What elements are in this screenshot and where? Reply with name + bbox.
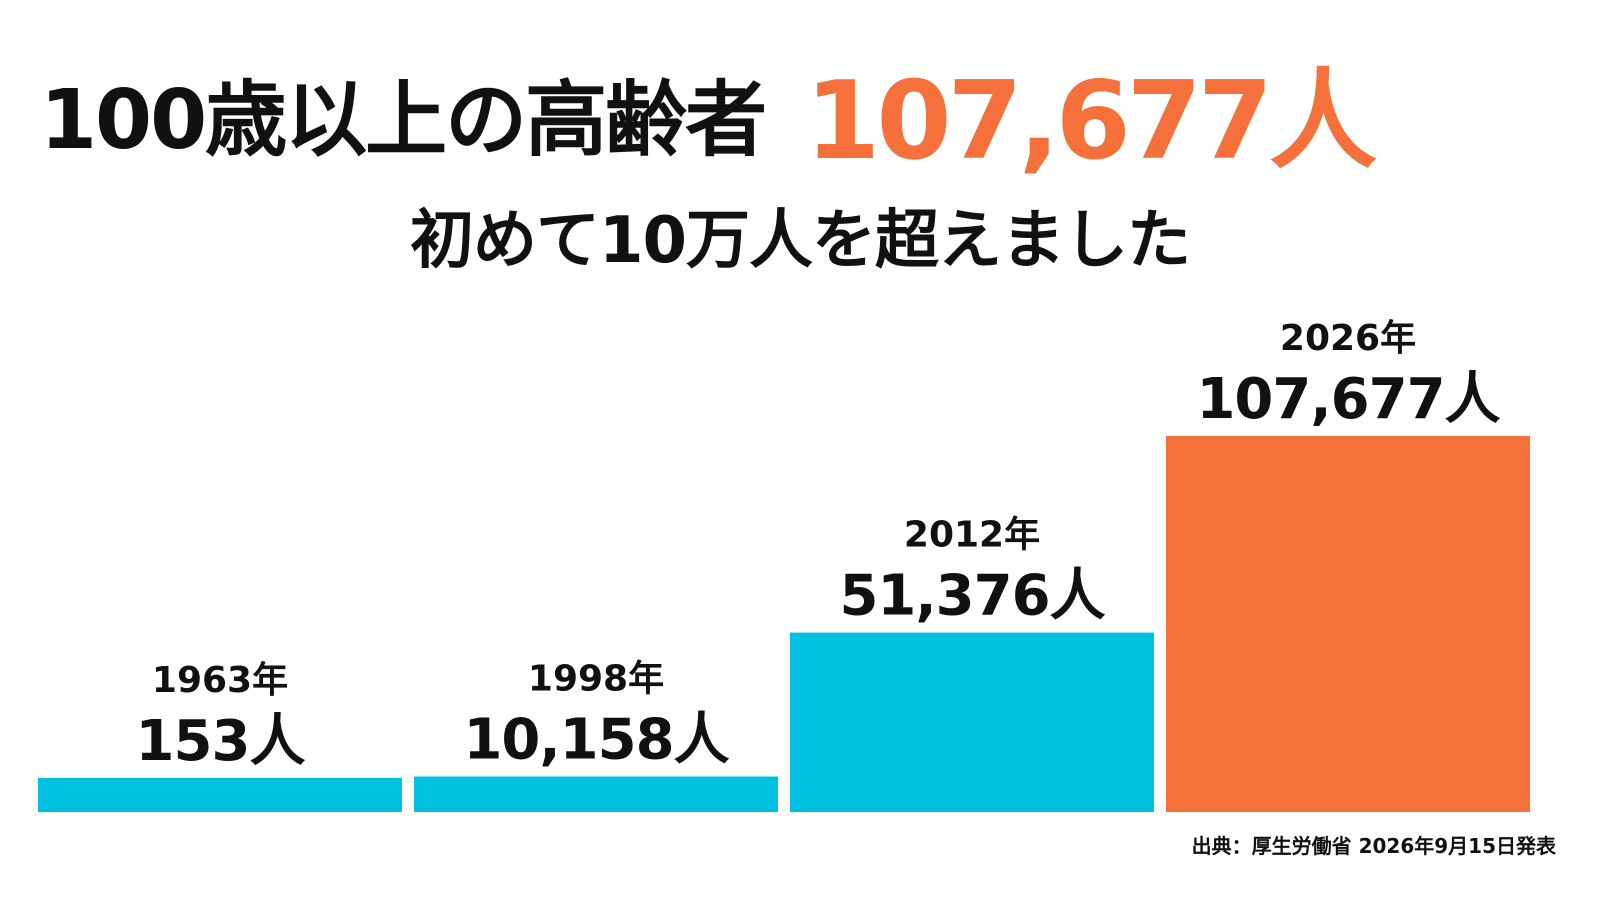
bar-value-label: 107,677人 [1196, 367, 1500, 432]
bar-chart: 153人 1963年 10,158人 1998年 51,376人 2012年 107,677… [38, 318, 1530, 812]
subheadline: 初めて10万人を超えました [409, 204, 1191, 278]
bar-1998年 [414, 776, 778, 812]
headline-total: 107,677人 [805, 59, 1377, 184]
headline: 100歳以上の高齢者 107,677人 [40, 42, 1570, 184]
bar-category-label: 2026年 [1280, 318, 1416, 359]
bar-value-label: 10,158人 [463, 708, 729, 773]
bar-1963年 [38, 778, 402, 812]
bar-category-label: 1998年 [528, 659, 664, 700]
source-note: 出典：厚生労働省 2026年9月15日発表 [1191, 834, 1556, 858]
bar-2012年 [790, 632, 1154, 812]
bar-category-label: 2012年 [904, 515, 1040, 556]
bar-category-label: 1963年 [152, 660, 288, 701]
bar-2026年 [1166, 436, 1530, 812]
bar-value-label: 51,376人 [839, 564, 1105, 629]
headline-title: 100歳以上の高齢者 [40, 72, 767, 168]
bar-value-label: 153人 [136, 709, 306, 774]
